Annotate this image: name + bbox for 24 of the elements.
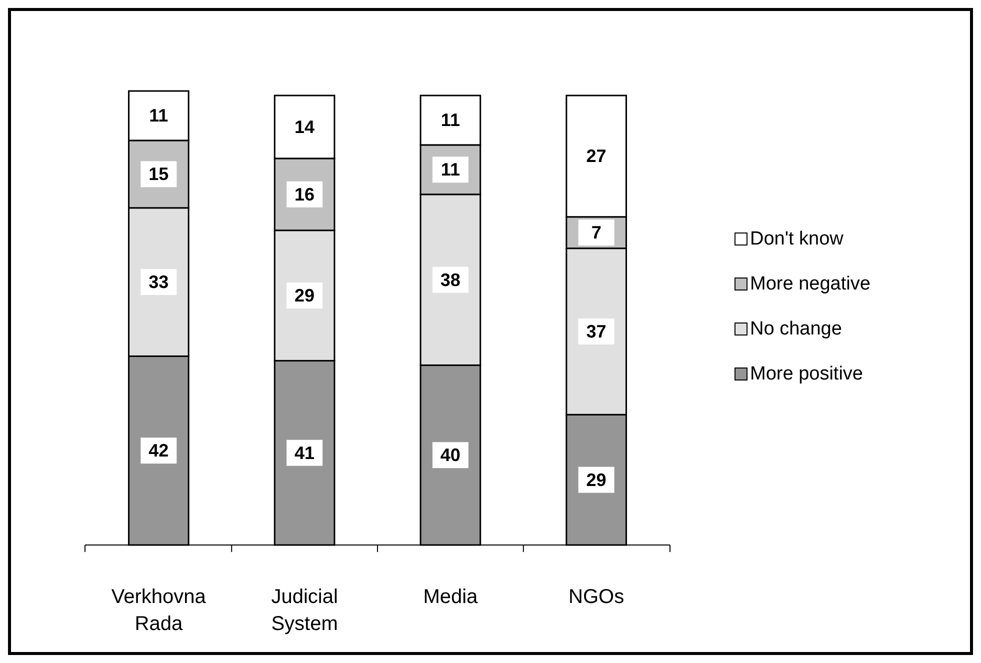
data-label: 42 xyxy=(148,440,169,461)
data-label: 27 xyxy=(586,146,606,166)
legend-label: Don't know xyxy=(750,228,844,250)
data-label: 29 xyxy=(294,286,315,306)
x-tick-label: Judicial System xyxy=(271,586,338,635)
data-label: 11 xyxy=(149,106,168,126)
data-label: 41 xyxy=(294,442,315,463)
x-tick-label: Media xyxy=(423,586,479,608)
data-label: 11 xyxy=(440,110,460,130)
data-label: 14 xyxy=(294,116,315,137)
x-tick-label: NGOs xyxy=(568,586,624,608)
data-label: 15 xyxy=(148,164,169,184)
data-label: 40 xyxy=(440,445,460,466)
data-label: 16 xyxy=(294,184,315,204)
data-label: 11 xyxy=(440,160,460,180)
data-label: 29 xyxy=(586,470,606,490)
legend-label: More positive xyxy=(750,364,863,384)
data-label: 38 xyxy=(440,270,460,290)
legend-label: More negative xyxy=(750,274,870,294)
legend-label: No change xyxy=(750,318,842,340)
data-label: 7 xyxy=(591,222,602,243)
data-label: 33 xyxy=(148,272,169,292)
x-tick-label: Verkhovna Rada xyxy=(111,586,207,635)
data-label: 37 xyxy=(586,321,606,342)
